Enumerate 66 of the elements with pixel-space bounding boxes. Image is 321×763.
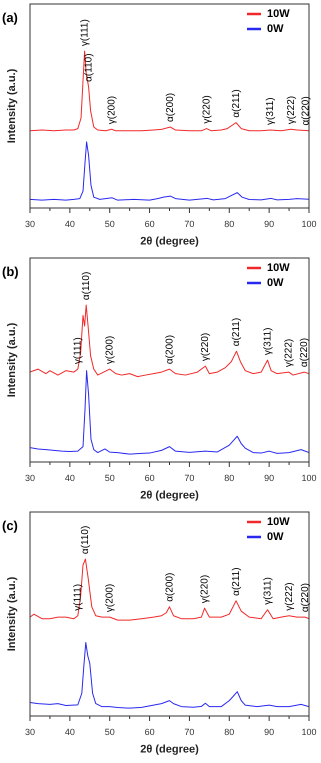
annotation: γ(200) — [106, 96, 118, 124]
annotation: γ(222) — [284, 582, 295, 611]
annotation: α(200) — [164, 334, 176, 364]
x-tick-label: 60 — [144, 472, 155, 483]
legend-label: 0W — [267, 277, 284, 290]
annotation: γ(220) — [199, 574, 210, 604]
annotation: α(211) — [230, 89, 242, 118]
annotation: γ(111) — [79, 19, 90, 46]
chart-title: (a) — [2, 10, 18, 26]
x-tick-label: 30 — [24, 218, 36, 229]
x-axis-title: 2θ (degree) — [140, 235, 200, 248]
legend-label: 0W — [267, 531, 284, 544]
annotation: γ(222) — [283, 338, 294, 368]
y-axis-title: Intensity (a.u.) — [6, 322, 18, 398]
legend-label: 10W — [267, 516, 290, 528]
annotation: α(110) — [80, 526, 92, 554]
annotation: α(110) — [80, 272, 92, 300]
annotation: α(220) — [298, 338, 310, 368]
x-tick-label: 100 — [301, 726, 317, 737]
annotation: α(110) — [83, 53, 94, 82]
x-tick-label: 60 — [144, 726, 155, 737]
chart-title: (c) — [2, 518, 18, 534]
x-tick-label: 100 — [301, 472, 317, 483]
x-tick-label: 40 — [64, 472, 75, 483]
x-tick-label: 100 — [301, 218, 317, 229]
x-tick-label: 50 — [104, 726, 115, 737]
annotation: γ(220) — [200, 332, 212, 362]
annotation: α(200) — [164, 572, 176, 602]
annotation: α(211) — [230, 567, 242, 596]
x-axis-title: 2θ (degree) — [140, 743, 200, 756]
legend-label: 10W — [267, 8, 290, 20]
annotation: α(220) — [300, 96, 312, 126]
y-axis-title: Intensity (a.u.) — [6, 576, 18, 652]
x-tick-label: 90 — [264, 218, 274, 229]
x-tick-label: 40 — [64, 218, 75, 229]
annotation: γ(311) — [265, 97, 276, 126]
x-tick-label: 80 — [224, 218, 234, 229]
annotation: γ(222) — [286, 96, 297, 124]
annotation: α(211) — [231, 318, 242, 346]
x-tick-label: 80 — [224, 726, 234, 737]
x-tick-label: 50 — [104, 472, 115, 483]
x-tick-label: 60 — [144, 218, 155, 229]
chart-title: (b) — [2, 264, 19, 280]
annotation: γ(311) — [262, 328, 274, 356]
annotation: γ(200) — [104, 336, 116, 364]
annotation: α(200) — [165, 92, 176, 122]
annotation: α(220) — [300, 583, 311, 612]
x-tick-label: 80 — [224, 472, 234, 483]
x-tick-label: 90 — [264, 726, 274, 737]
x-tick-label: 90 — [264, 472, 274, 483]
x-tick-label: 70 — [184, 726, 194, 737]
y-axis-title: Intensity (a.u.) — [6, 68, 18, 144]
annotation: γ(220) — [201, 95, 212, 124]
annotation: γ(200) — [104, 584, 116, 612]
x-tick-label: 50 — [104, 218, 115, 229]
x-tick-label: 70 — [184, 472, 194, 483]
annotation: γ(311) — [262, 577, 274, 605]
x-tick-label: 70 — [184, 218, 194, 229]
legend-label: 10W — [267, 262, 290, 274]
x-axis-title: 2θ (degree) — [140, 489, 200, 502]
annotation: γ(111) — [72, 337, 84, 364]
annotation: γ(111) — [72, 584, 84, 611]
x-tick-label: 30 — [24, 726, 36, 737]
x-tick-label: 30 — [24, 472, 36, 483]
legend-label: 0W — [267, 23, 284, 36]
x-tick-label: 40 — [64, 726, 75, 737]
